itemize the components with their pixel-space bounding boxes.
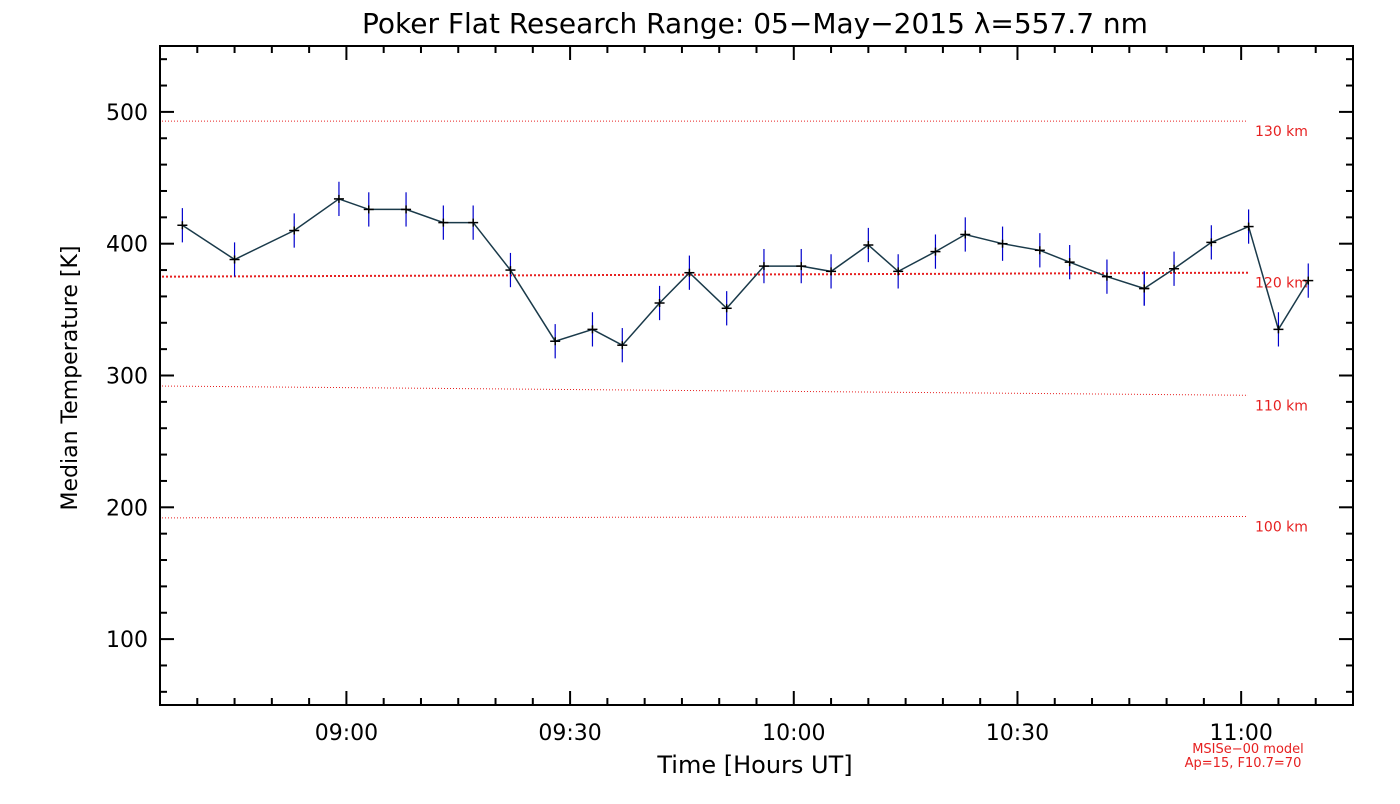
x-axis-label: Time [Hours UT] — [656, 751, 852, 779]
y-axis-label: Median Temperature [K] — [58, 246, 83, 511]
y-tick-label: 300 — [106, 365, 148, 390]
x-tick-label: 11:00 — [1209, 721, 1272, 746]
x-tick-label: 10:30 — [986, 721, 1049, 746]
reference-label: 120 km — [1255, 276, 1308, 292]
y-tick-label: 200 — [106, 496, 148, 521]
chart-title: Poker Flat Research Range: 05−May−2015 λ… — [362, 7, 1148, 40]
y-tick-label: 400 — [106, 233, 148, 258]
reference-line — [161, 385, 1249, 396]
reference-line — [161, 516, 1249, 519]
reference-label: 100 km — [1255, 520, 1308, 536]
x-tick-label: 09:00 — [315, 721, 378, 746]
reference-line — [161, 271, 1249, 278]
model-note-line-1: MSISe−00 model — [1192, 742, 1304, 757]
y-tick-label: 500 — [106, 101, 148, 126]
plot-frame — [159, 45, 1354, 706]
series-main-line — [181, 198, 1145, 347]
reference-label: 130 km — [1255, 124, 1308, 140]
series-tail-line — [1143, 225, 1309, 332]
reference-label: 110 km — [1255, 398, 1308, 414]
model-note-line-2: Ap=15, F10.7=70 — [1185, 756, 1302, 771]
y-tick-label: 100 — [106, 628, 148, 653]
x-tick-label: 09:30 — [538, 721, 601, 746]
x-tick-label: 10:00 — [762, 721, 825, 746]
